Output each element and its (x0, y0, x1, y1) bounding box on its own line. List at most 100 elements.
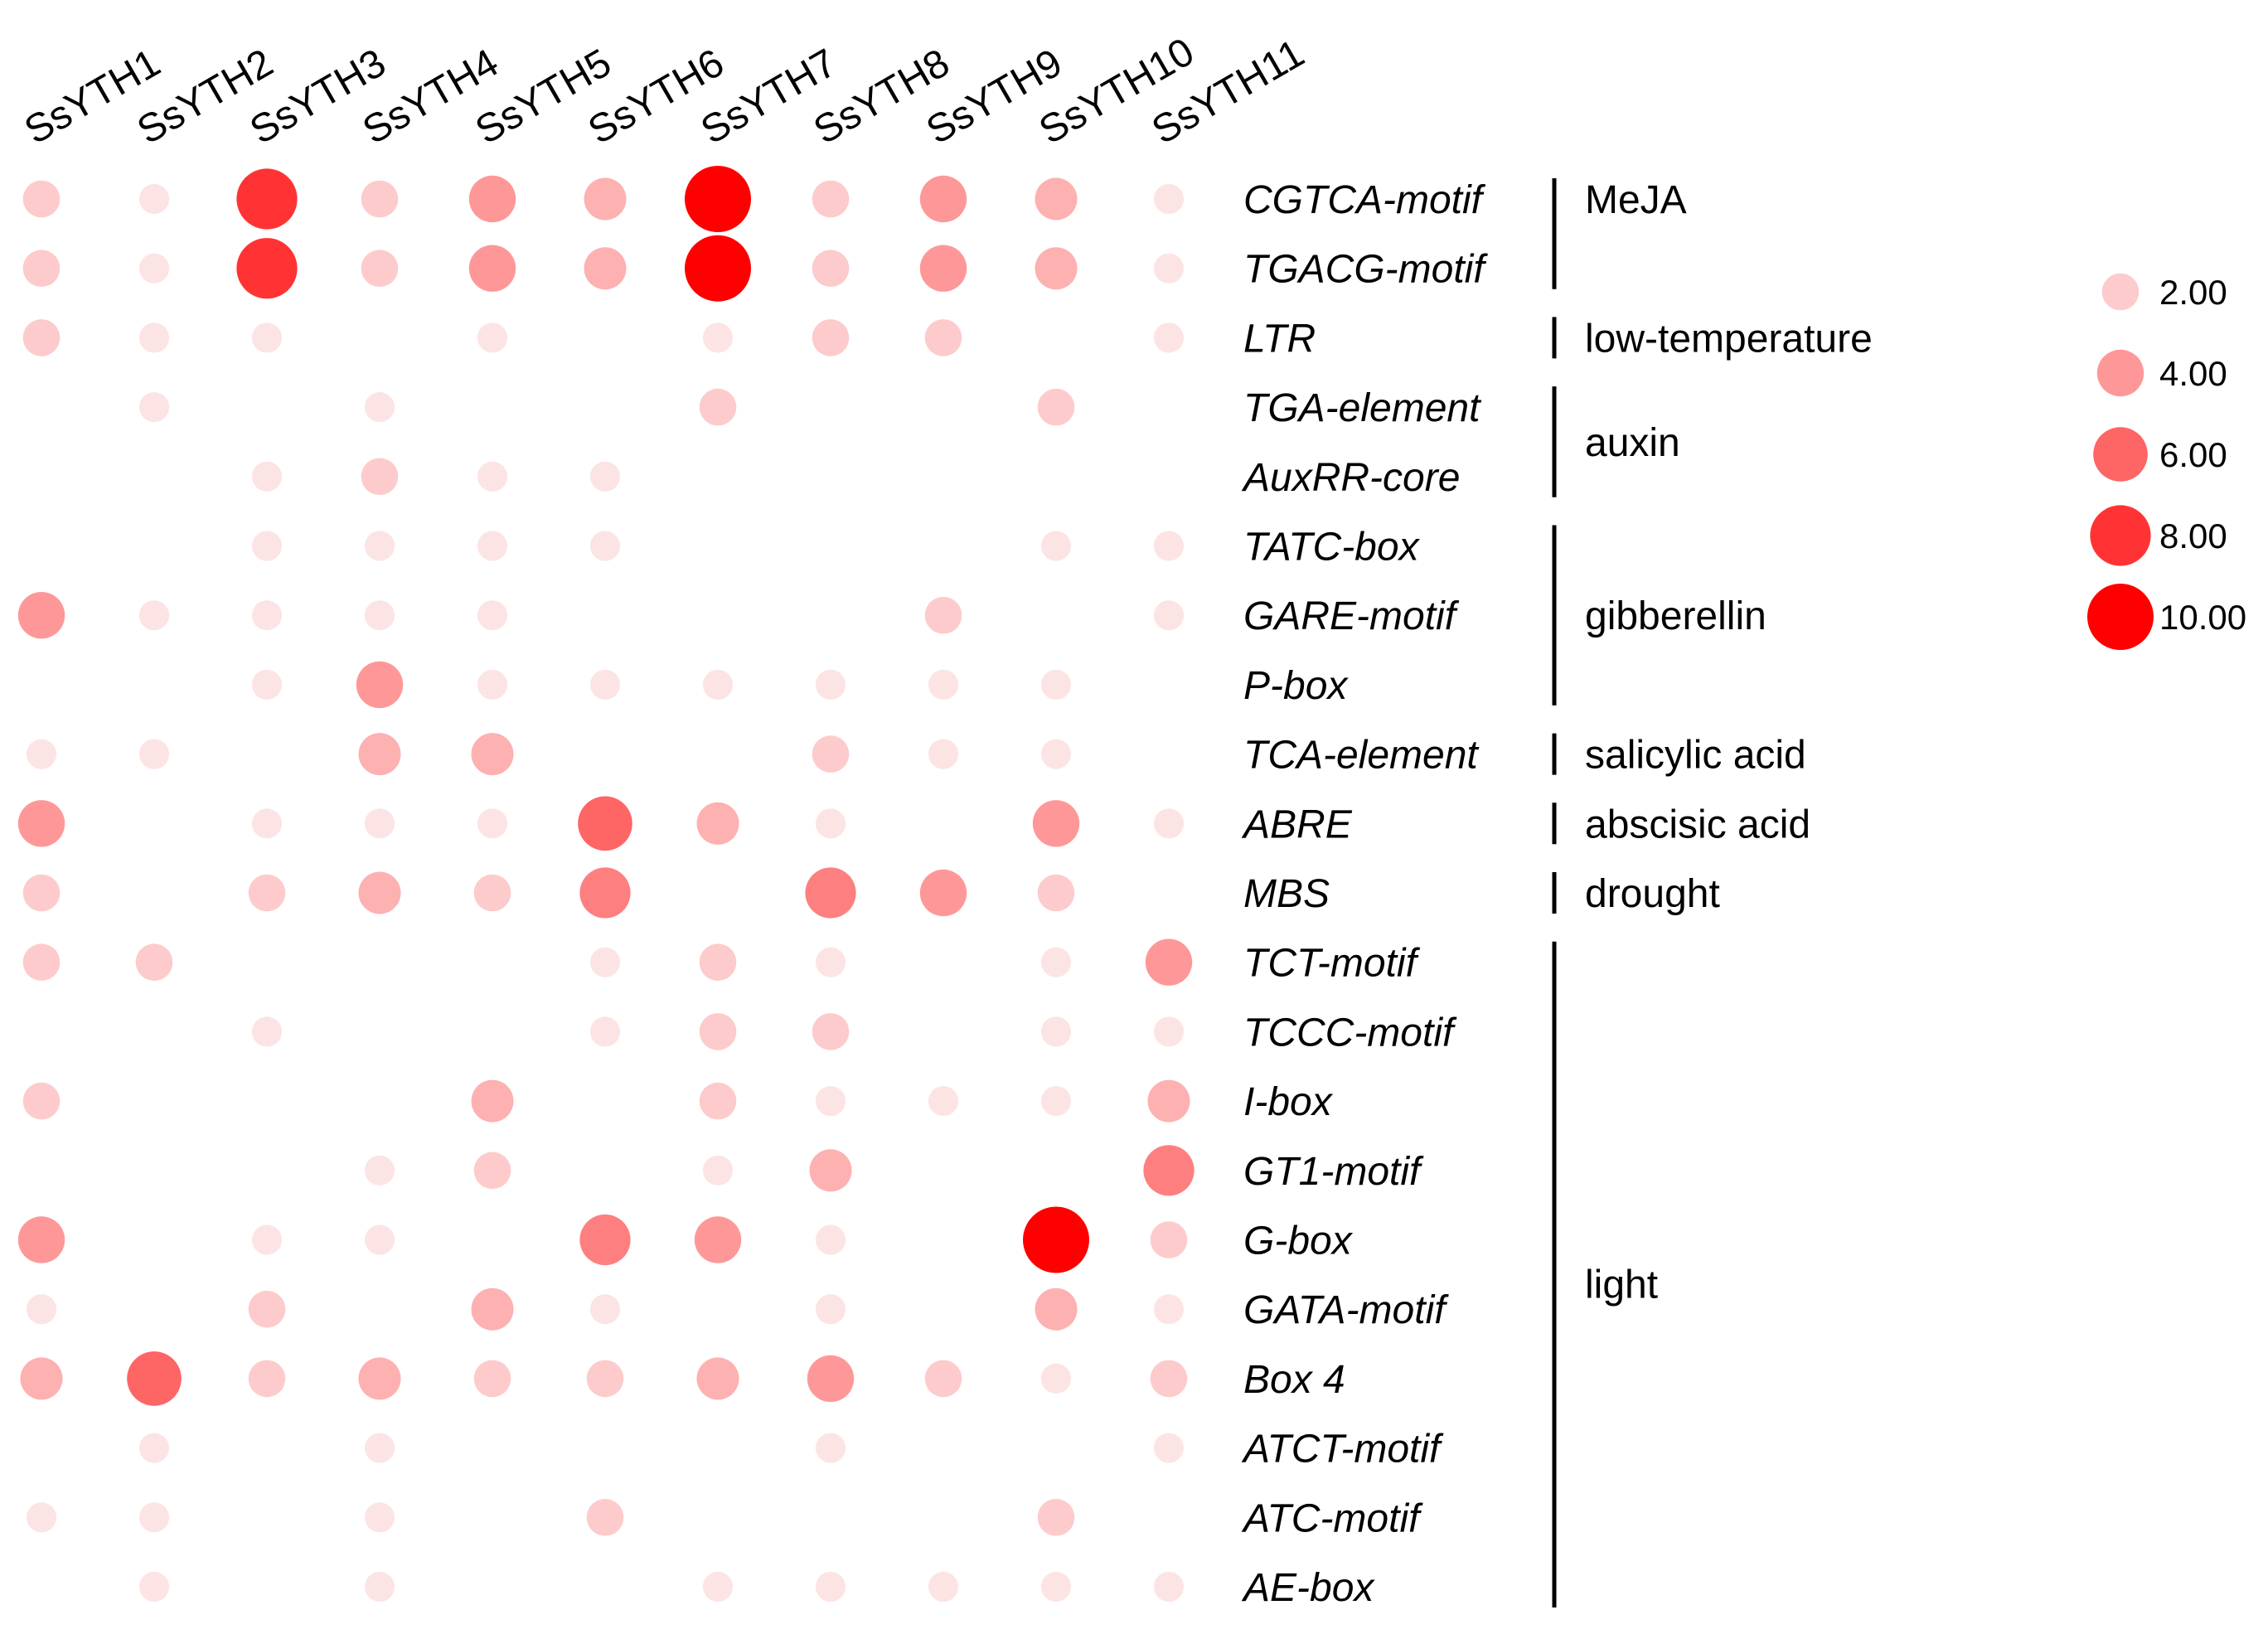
bubble-point (1040, 1571, 1072, 1603)
bubble-point (248, 1360, 286, 1398)
bubble-point (1037, 1499, 1075, 1536)
bubble-point (924, 596, 962, 634)
bubble-point (251, 322, 283, 353)
bubble-point (364, 1502, 395, 1533)
legend-bubble (2096, 349, 2144, 397)
bubble-point (1153, 1016, 1185, 1047)
bubble-point (919, 245, 967, 292)
bubble-point (919, 175, 967, 223)
bubble-point (477, 669, 508, 701)
bubble-point (579, 1214, 631, 1266)
motif-label: I-box (1243, 1080, 1334, 1124)
bubble-point (815, 808, 846, 839)
bubble-point (1153, 1433, 1185, 1463)
bubble-point (22, 943, 61, 981)
legend-label: 10.00 (2159, 598, 2246, 637)
bubble-point (358, 871, 401, 914)
bubble-point (1035, 177, 1078, 221)
group-annotations: MeJA low-temperature auxin gibberellin salic… (1552, 178, 1873, 1607)
bubble-point (1040, 1086, 1072, 1117)
bubble-point (364, 392, 395, 423)
bubble-point (471, 1287, 514, 1331)
bubble-point (138, 183, 170, 215)
bubble-point (1153, 253, 1185, 284)
bubble-point (26, 1294, 57, 1325)
bubble-point (22, 1082, 61, 1120)
bubble-point (1153, 1294, 1185, 1325)
bubble-point (17, 1216, 65, 1263)
motif-label: GATA-motif (1243, 1288, 1449, 1332)
bubble-point (22, 874, 61, 912)
bubble-point (468, 175, 516, 223)
bubble-point (138, 1571, 170, 1603)
bubble-point (928, 669, 959, 701)
bubble-point (696, 1357, 739, 1400)
bubble-point (251, 808, 283, 839)
bubble-point (17, 592, 65, 639)
gene-labels: SsYTH1SsYTH2SsYTH3SsYTH4SsYTH5SsYTH6SsYT… (17, 30, 1311, 153)
motif-label: GARE-motif (1243, 594, 1460, 638)
bubble-point (364, 1433, 395, 1463)
bubble-point (364, 600, 395, 631)
bubble-point (1035, 1287, 1078, 1331)
bubble-point (22, 180, 61, 218)
bubble-point (468, 245, 516, 292)
bubble-point (22, 319, 61, 356)
bubble-point (805, 867, 856, 919)
legend-label: 8.00 (2159, 516, 2227, 555)
bubble-point (361, 180, 399, 218)
bubble-point (815, 947, 846, 977)
bubble-point (251, 461, 283, 492)
motif-label: TGA-element (1243, 386, 1481, 430)
bubble-point (477, 531, 508, 561)
bubble-point (138, 739, 170, 769)
bubble-point (812, 1013, 850, 1050)
motif-label: ABRE (1241, 803, 1353, 846)
bubble-point (702, 1155, 734, 1186)
motif-label: Box 4 (1243, 1358, 1345, 1402)
legend-bubble (2087, 584, 2154, 650)
bubble-point (361, 458, 399, 496)
motif-label: P-box (1243, 664, 1349, 708)
bubble-point (702, 322, 734, 353)
bubble-point (138, 600, 170, 631)
bubble-point (1037, 388, 1075, 426)
bubble-point (364, 1224, 395, 1255)
bubble-point (696, 802, 739, 845)
bubble-point (589, 1294, 621, 1325)
bubble-point (586, 1499, 624, 1536)
group-label: gibberellin (1585, 594, 1766, 638)
bubble-point (815, 1086, 846, 1117)
bubble-point (815, 669, 846, 701)
bubble-point (928, 739, 959, 769)
size-legend: 2.00 4.00 6.00 8.00 10.00 (2087, 273, 2246, 650)
bubble-point (702, 1571, 734, 1603)
bubble-point (809, 1149, 852, 1192)
bubble-point (361, 250, 399, 288)
motif-label: TCT-motif (1243, 942, 1421, 986)
bubble-point (248, 874, 286, 912)
bubble-point (1143, 1145, 1195, 1196)
group-label: drought (1585, 872, 1720, 916)
legend-bubble (2101, 273, 2140, 311)
bubble-point (1040, 947, 1072, 977)
bubble-point (473, 1360, 511, 1398)
bubble-point (356, 661, 404, 709)
bubble-point (251, 531, 283, 561)
bubble-point (473, 1152, 511, 1190)
bubble-point (1040, 669, 1072, 701)
bubble-point (1147, 1079, 1190, 1123)
bubble-point (26, 1502, 57, 1533)
motif-label: TATC-box (1243, 526, 1421, 570)
group-label: light (1585, 1263, 1658, 1307)
bubble-point (1153, 183, 1185, 215)
bubble-point (584, 177, 627, 221)
bubble-point (138, 253, 170, 284)
bubble-point (26, 739, 57, 769)
group-label: auxin (1585, 421, 1680, 465)
bubble-point (699, 388, 737, 426)
legend-label: 6.00 (2159, 435, 2227, 474)
bubble-point (1153, 600, 1185, 631)
bubble-point (589, 461, 621, 492)
